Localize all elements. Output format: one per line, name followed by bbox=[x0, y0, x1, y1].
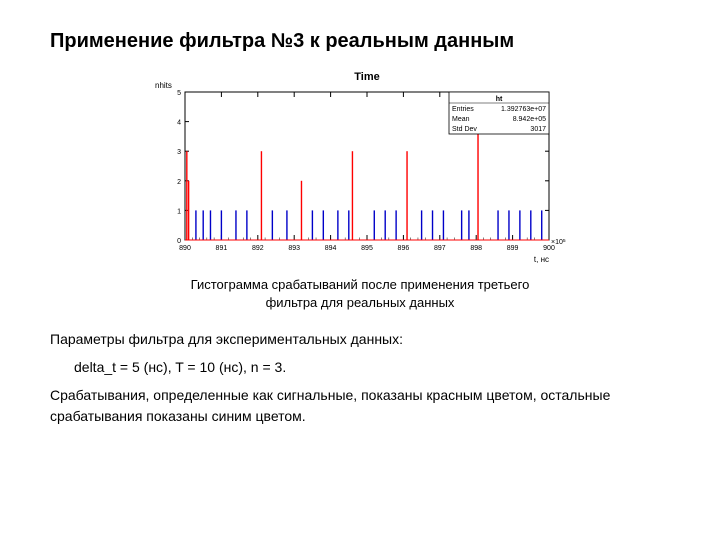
svg-text:898: 898 bbox=[470, 245, 482, 252]
caption-line-1: Гистограмма срабатываний после применени… bbox=[191, 277, 530, 292]
body-paragraph-2: Срабатывания, определенные как сигнальны… bbox=[50, 385, 670, 426]
svg-text:896: 896 bbox=[398, 245, 410, 252]
svg-text:895: 895 bbox=[361, 245, 373, 252]
svg-text:3: 3 bbox=[177, 149, 181, 156]
svg-text:4: 4 bbox=[177, 120, 181, 127]
svg-text:Std Dev: Std Dev bbox=[452, 126, 477, 133]
svg-text:891: 891 bbox=[216, 245, 228, 252]
slide-title: Применение фильтра №3 к реальным данным bbox=[50, 30, 670, 53]
svg-text:893: 893 bbox=[288, 245, 300, 252]
svg-text:892: 892 bbox=[252, 245, 264, 252]
svg-text:3017: 3017 bbox=[530, 126, 546, 133]
svg-text:894: 894 bbox=[325, 245, 337, 252]
svg-text:897: 897 bbox=[434, 245, 446, 252]
caption-line-2: фильтра для реальных данных bbox=[266, 295, 455, 310]
filter-params: delta_t = 5 (нс), T = 10 (нс), n = 3. bbox=[74, 359, 670, 375]
svg-text:2: 2 bbox=[177, 179, 181, 186]
svg-text:900: 900 bbox=[543, 245, 555, 252]
svg-text:ht: ht bbox=[496, 96, 503, 103]
svg-text:5: 5 bbox=[177, 90, 181, 97]
histogram-chart: Time nhits 0 1 2 3 4 5 890 891 892 893 894 895 896 897 8… bbox=[145, 68, 575, 268]
svg-text:Time: Time bbox=[354, 71, 379, 83]
svg-text:8.942e+05: 8.942e+05 bbox=[513, 116, 546, 123]
chart-caption: Гистограмма срабатываний после применени… bbox=[110, 276, 610, 311]
svg-text:1: 1 bbox=[177, 208, 181, 215]
chart-container: Time nhits 0 1 2 3 4 5 890 891 892 893 894 895 896 897 8… bbox=[50, 68, 670, 268]
svg-text:0: 0 bbox=[177, 238, 181, 245]
svg-text:899: 899 bbox=[507, 245, 519, 252]
svg-text:t, нс: t, нс bbox=[534, 255, 549, 264]
svg-text:nhits: nhits bbox=[155, 81, 172, 90]
body-paragraph-1: Параметры фильтра для экспериментальных … bbox=[50, 329, 670, 349]
svg-text:Mean: Mean bbox=[452, 116, 470, 123]
svg-text:890: 890 bbox=[179, 245, 191, 252]
svg-text:Entries: Entries bbox=[452, 106, 474, 113]
svg-text:1.392763e+07: 1.392763e+07 bbox=[501, 106, 546, 113]
